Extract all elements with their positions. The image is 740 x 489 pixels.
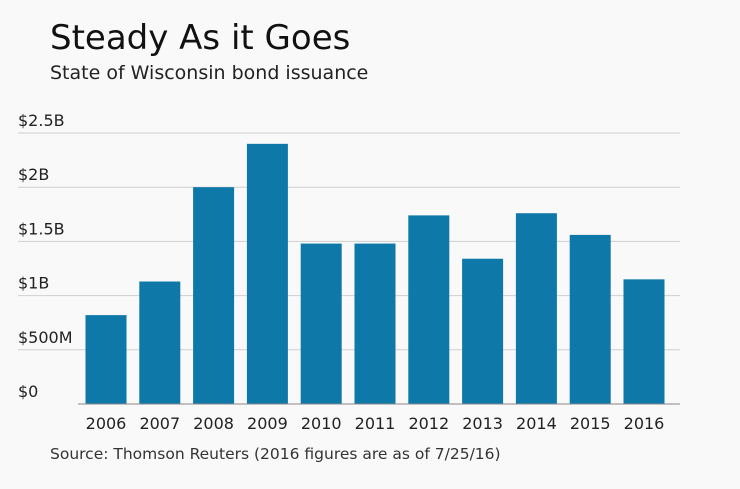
bar-2016 bbox=[623, 279, 665, 404]
x-tick-label: 2007 bbox=[139, 414, 180, 433]
gridlines bbox=[18, 132, 680, 351]
bars bbox=[85, 143, 665, 404]
x-tick-label: 2008 bbox=[193, 414, 234, 433]
x-tick-label: 2014 bbox=[516, 414, 557, 433]
bar-2006 bbox=[85, 315, 127, 404]
bar-2014 bbox=[515, 213, 557, 404]
x-tick-label: 2015 bbox=[570, 414, 611, 433]
bar-2015 bbox=[569, 234, 611, 404]
x-tick-label: 2009 bbox=[247, 414, 288, 433]
bar-2011 bbox=[354, 243, 396, 404]
y-tick-label: $1.5B bbox=[18, 219, 65, 238]
y-axis-ticks: $0 $500M $1B $1.5B $2B $2.5B bbox=[18, 111, 73, 401]
bar-2013 bbox=[462, 258, 504, 404]
x-tick-label: 2010 bbox=[301, 414, 342, 433]
y-tick-label: $2.5B bbox=[18, 111, 65, 130]
x-axis-ticks: 2006 2007 2008 2009 2010 2011 2012 2013 2014 2015… bbox=[86, 414, 665, 433]
x-tick-label: 2011 bbox=[355, 414, 396, 433]
bar-2007 bbox=[139, 281, 181, 404]
source-note: Source: Thomson Reuters (2016 figures ar… bbox=[50, 445, 501, 463]
y-tick-label: $500M bbox=[18, 328, 73, 347]
y-tick-label: $0 bbox=[18, 382, 38, 401]
bar-2009 bbox=[246, 143, 288, 404]
y-tick-label: $1B bbox=[18, 274, 49, 293]
x-tick-label: 2016 bbox=[624, 414, 665, 433]
bar-2008 bbox=[193, 187, 235, 404]
y-tick-label: $2B bbox=[18, 165, 49, 184]
chart-title: Steady As it Goes bbox=[50, 18, 351, 58]
chart-subtitle: State of Wisconsin bond issuance bbox=[50, 62, 369, 84]
bar-2010 bbox=[300, 243, 342, 404]
x-tick-label: 2012 bbox=[408, 414, 449, 433]
x-tick-label: 2006 bbox=[86, 414, 127, 433]
x-tick-label: 2013 bbox=[462, 414, 503, 433]
bar-2012 bbox=[408, 215, 450, 404]
